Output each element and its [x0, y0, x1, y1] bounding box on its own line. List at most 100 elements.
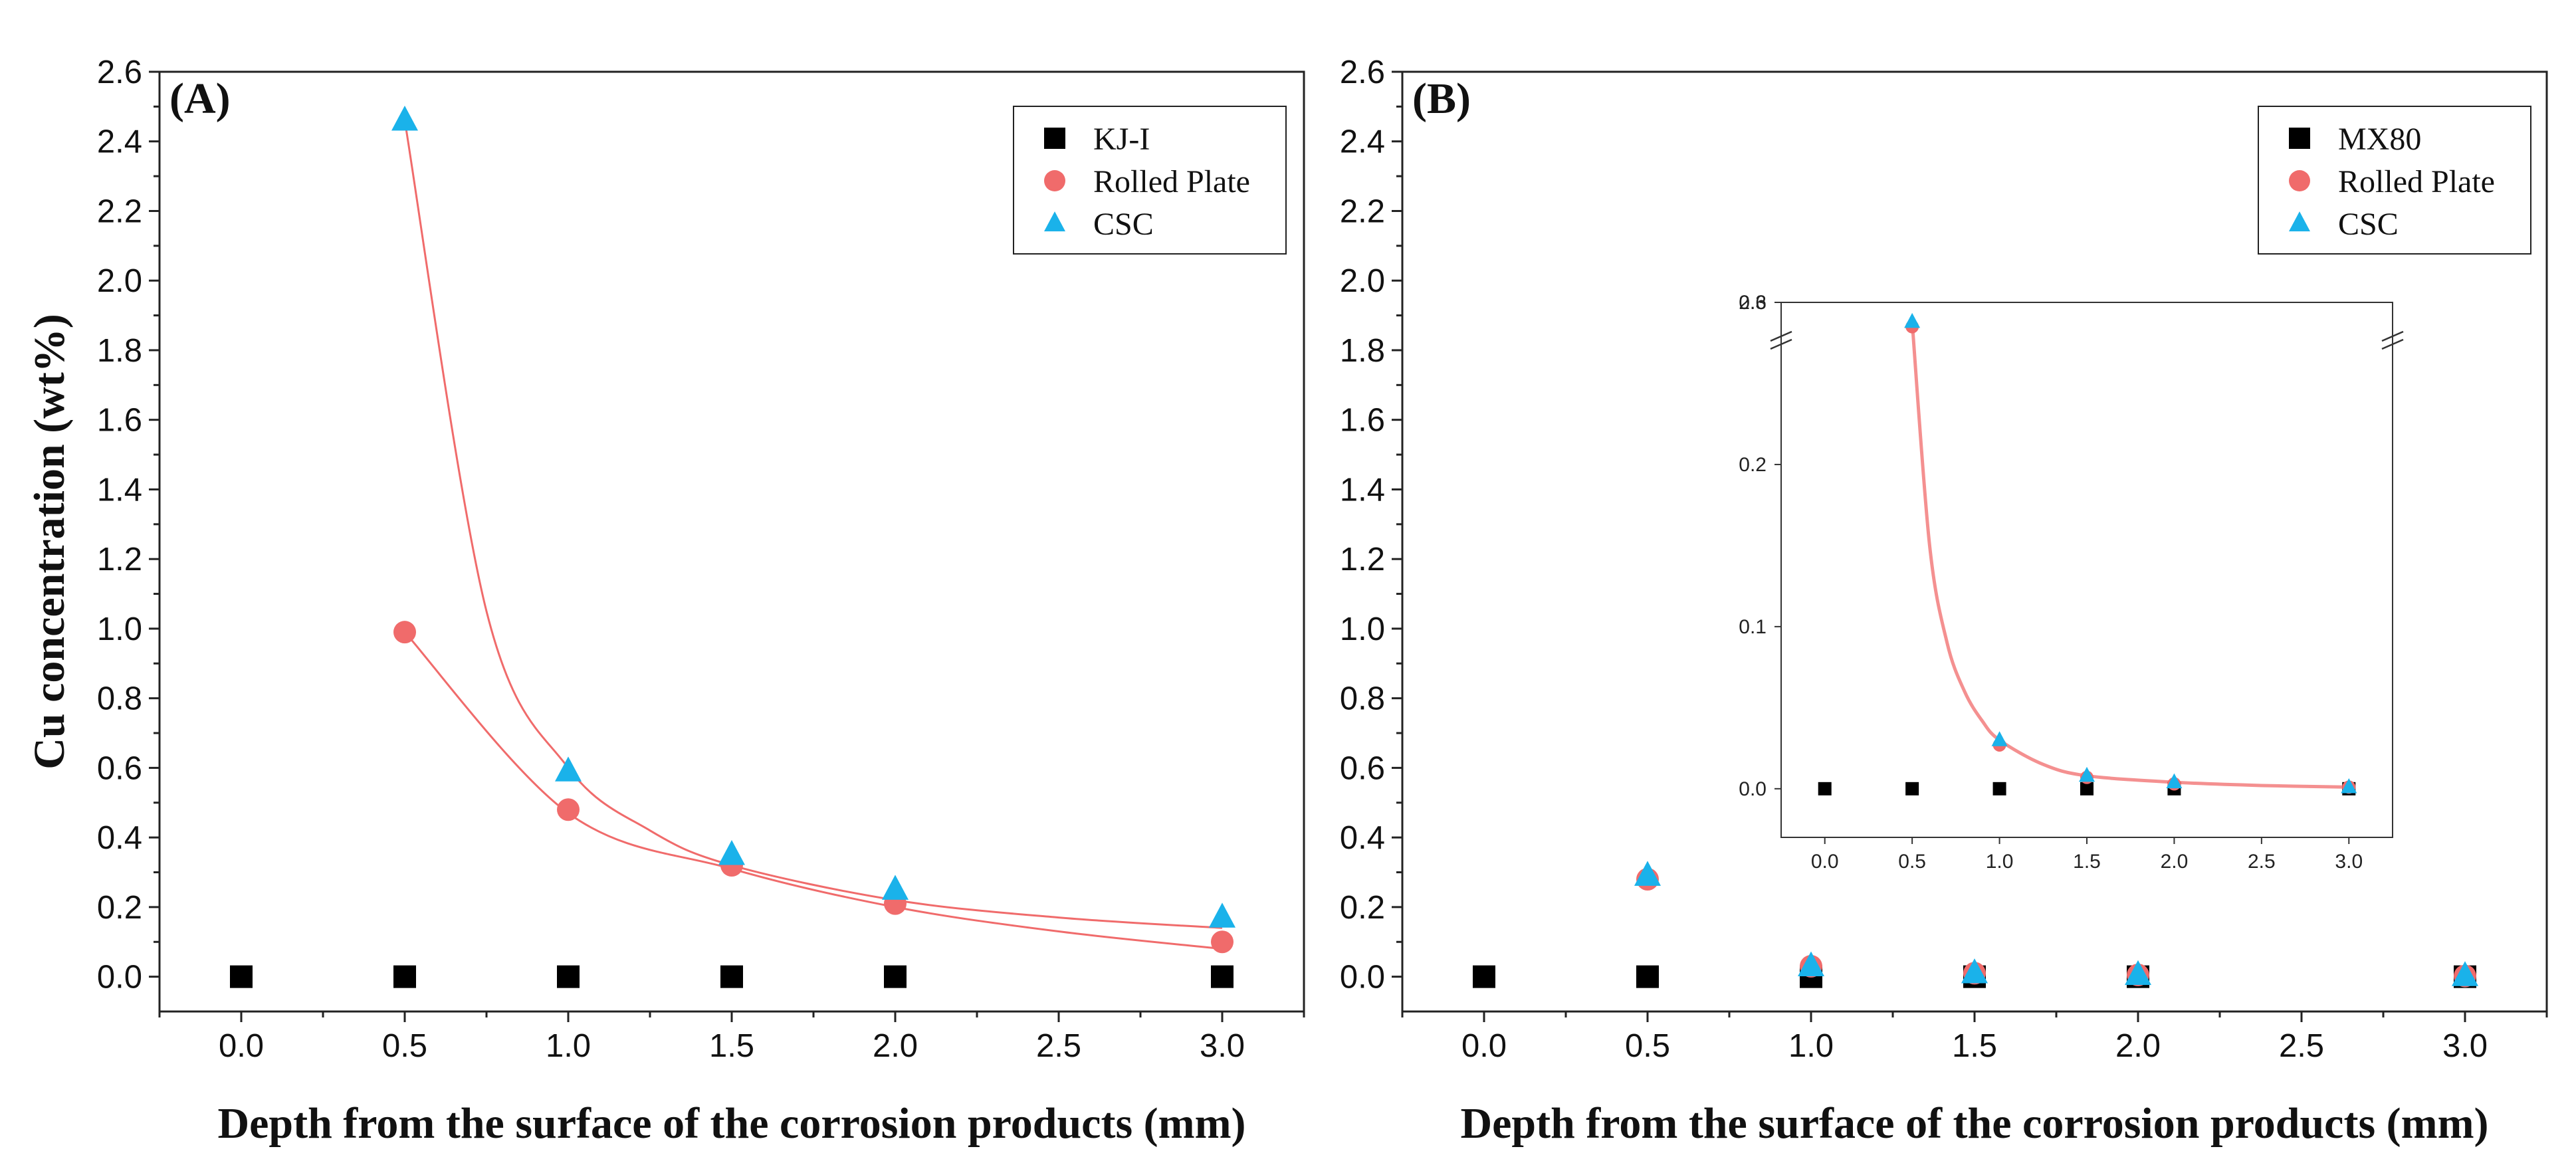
inset-x-tick-label: 0.0	[1811, 851, 1839, 873]
y-tick-label: 0.6	[1340, 750, 1385, 786]
y-tick-label: 1.4	[1340, 472, 1385, 508]
inset-y-tick-label: 0.1	[1739, 616, 1767, 638]
legend-label: Rolled Plate	[2338, 164, 2495, 199]
y-tick-label: 0.0	[1340, 960, 1385, 996]
y-tick-label: 2.2	[97, 193, 142, 229]
x-axis-title: Depth from the surface of the corrosion …	[1460, 1099, 2488, 1148]
legend-label: Rolled Plate	[1093, 164, 1250, 199]
y-axis-title: Cu concentration (wt%)	[25, 314, 74, 770]
x-tick-label: 2.5	[2279, 1028, 2324, 1064]
y-tick-label: 0.8	[1340, 681, 1385, 717]
panel-label: (A)	[169, 74, 231, 123]
x-tick-label: 0.0	[1461, 1028, 1507, 1064]
y-tick-label: 1.0	[1340, 611, 1385, 647]
legend-marker-triangle	[2289, 211, 2310, 232]
series-csc	[1634, 861, 2478, 986]
legend-marker-circle	[1044, 170, 1065, 191]
y-tick-label: 1.4	[97, 472, 142, 508]
data-point-triangle	[1634, 861, 1661, 886]
y-tick-label: 2.6	[97, 54, 142, 90]
x-tick-label: 1.0	[1788, 1028, 1834, 1064]
legend-label: KJ-I	[1093, 122, 1150, 157]
y-tick-label: 0.0	[97, 960, 142, 996]
inset-x-tick-label: 2.0	[2161, 851, 2189, 873]
x-tick-label: 0.5	[1625, 1028, 1670, 1064]
legend-label: CSC	[2338, 207, 2399, 242]
inset-data-point-square	[1905, 782, 1919, 796]
inset-x-tick-label: 2.5	[2248, 851, 2276, 873]
x-tick-label: 0.5	[382, 1028, 427, 1064]
legend-marker-triangle	[1044, 211, 1065, 232]
data-point-square	[1211, 965, 1234, 988]
data-point-triangle	[718, 840, 745, 865]
y-tick-label: 0.2	[97, 890, 142, 926]
legend: MX80 Rolled Plate CSC	[2258, 106, 2531, 255]
data-point-triangle	[2125, 960, 2151, 986]
inset-x-tick-label: 3.0	[2335, 851, 2363, 873]
y-tick-label: 2.4	[97, 124, 142, 160]
y-tick-label: 2.6	[1340, 54, 1385, 90]
inset-data-point-triangle	[1904, 312, 1921, 328]
inset-data-point-square	[1992, 782, 2006, 796]
inset-data-point-triangle	[2341, 778, 2357, 794]
inset-data-point-triangle	[1991, 731, 2008, 746]
axis-break-mark	[1770, 338, 1792, 350]
data-point-triangle	[1961, 958, 1988, 984]
inset-y-tick-label: 0.2	[1739, 454, 1767, 476]
y-tick-label: 2.2	[1340, 193, 1385, 229]
axis-break-mark	[1770, 330, 1792, 342]
axis-break-mark	[2381, 330, 2404, 342]
x-tick-label: 2.5	[1036, 1028, 1081, 1064]
inset-x-tick-label: 1.5	[2073, 851, 2101, 873]
fit-curve-rolled-plate	[403, 631, 1223, 950]
inset-chart: 2.6 0.0 0.1 0.2 0.3 0.0 0.5 1.0 1.5 2.0 2.5 3.0	[1739, 292, 2404, 873]
x-tick-label: 1.5	[709, 1028, 754, 1064]
inset-data-point-square	[1818, 782, 1832, 796]
y-tick-label: 1.8	[1340, 333, 1385, 369]
y-tick-label: 1.2	[97, 542, 142, 578]
series-csc	[391, 105, 1235, 928]
data-point-square	[720, 965, 743, 988]
y-tick-label: 2.4	[1340, 124, 1385, 160]
legend-label: MX80	[2338, 122, 2421, 157]
inset-y-tick-label: 0.0	[1739, 778, 1767, 800]
data-point-circle	[1211, 930, 1234, 954]
data-point-triangle	[2452, 961, 2478, 986]
data-point-circle	[557, 798, 580, 821]
inset-series-csc	[1904, 312, 2357, 794]
x-tick-label: 3.0	[1200, 1028, 1245, 1064]
data-point-square	[230, 965, 253, 988]
x-tick-label: 0.0	[219, 1028, 264, 1064]
inset-frame	[1780, 302, 2393, 838]
inset-data-point-triangle	[2166, 773, 2183, 789]
x-tick-label: 2.0	[2115, 1028, 2161, 1064]
y-tick-label: 2.0	[97, 263, 142, 299]
chart-panel-a: 0.0 0.2 0.4 0.6 0.8 1.0 1.2 1.4 1.6 1.8 2.0 2.2 2.4 2…	[25, 54, 1305, 1148]
x-axis-title: Depth from the surface of the corrosion …	[217, 1099, 1245, 1148]
data-point-square	[1636, 965, 1659, 988]
legend-marker-square	[2289, 128, 2310, 149]
inset-data-point-square	[2080, 782, 2093, 796]
y-tick-label: 1.6	[1340, 403, 1385, 439]
legend-marker-circle	[2289, 170, 2310, 191]
chart-panel-b: 0.0 0.2 0.4 0.6 0.8 1.0 1.2 1.4 1.6 1.8 2.0 2.2 2.4 2…	[1340, 54, 2548, 1148]
y-tick-label: 0.2	[1340, 890, 1385, 926]
series-kj-i	[230, 965, 1234, 988]
y-tick-label: 0.6	[97, 750, 142, 786]
x-tick-label: 3.0	[2442, 1028, 2488, 1064]
y-tick-label: 0.8	[97, 681, 142, 717]
inset-data-point-triangle	[2079, 766, 2095, 782]
data-point-circle	[393, 621, 416, 644]
data-point-triangle	[882, 875, 909, 900]
x-tick-label: 2.0	[873, 1028, 918, 1064]
data-point-triangle	[1209, 903, 1235, 928]
y-tick-label: 1.2	[1340, 542, 1385, 578]
data-point-square	[393, 965, 416, 988]
data-point-triangle	[555, 756, 582, 782]
data-point-square	[1473, 965, 1495, 988]
y-tick-label: 0.4	[97, 820, 142, 856]
data-point-square	[884, 965, 907, 988]
axis-break-mark	[2381, 338, 2404, 350]
